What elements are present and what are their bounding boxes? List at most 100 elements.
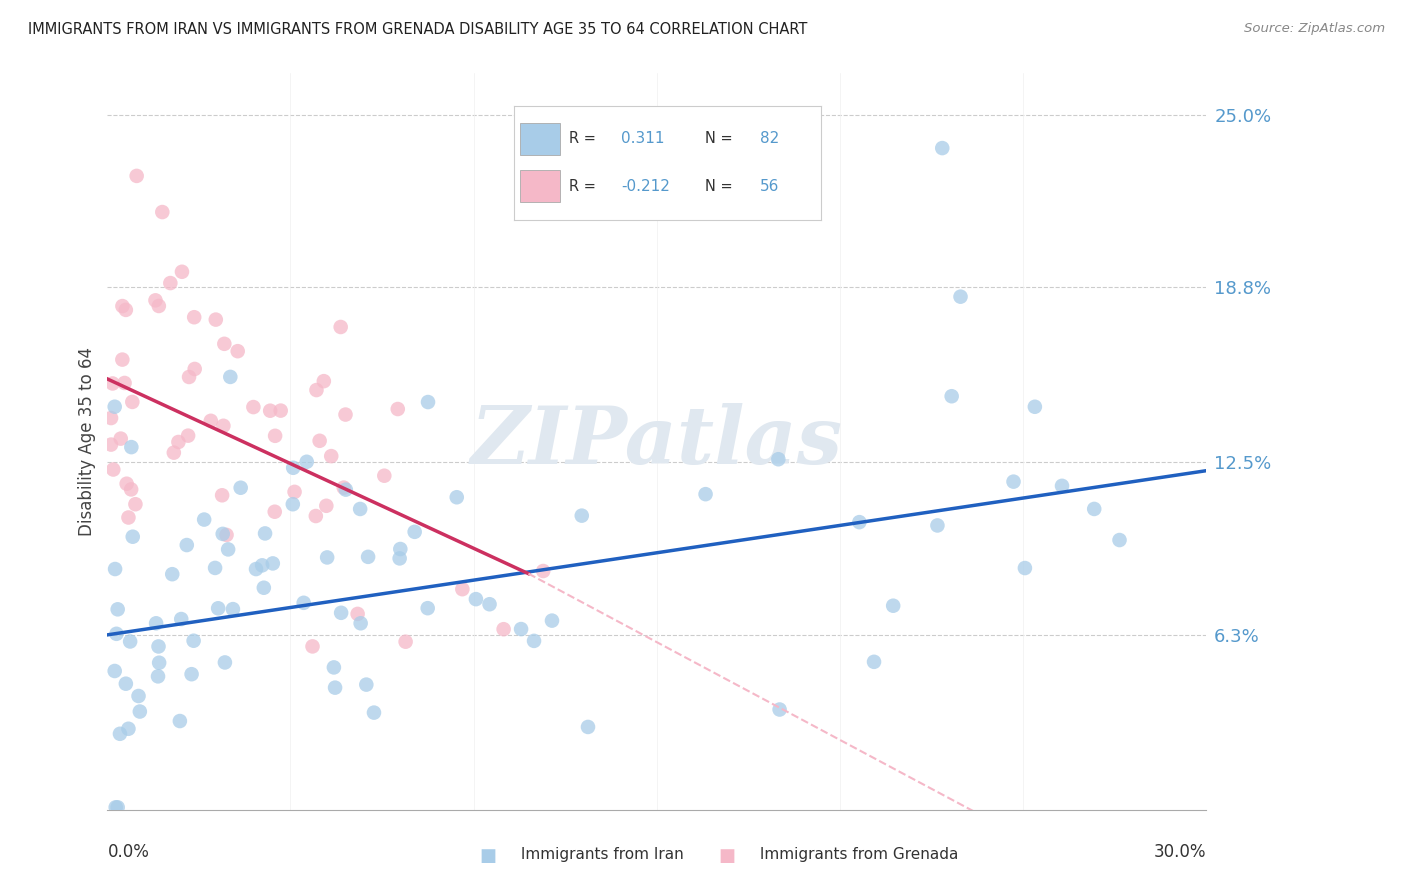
Point xyxy=(107,800,129,814)
Point xyxy=(768,452,790,467)
Point xyxy=(416,395,439,409)
Y-axis label: Disability Age 35 to 64: Disability Age 35 to 64 xyxy=(79,347,96,536)
Point xyxy=(100,411,122,425)
Point xyxy=(169,714,191,728)
Point xyxy=(882,599,904,613)
Point xyxy=(115,676,138,690)
Point xyxy=(315,499,337,513)
Point xyxy=(335,483,357,497)
Point xyxy=(146,669,169,683)
Point xyxy=(200,414,222,428)
Point xyxy=(510,622,533,636)
Text: Immigrants from Grenada: Immigrants from Grenada xyxy=(755,847,959,863)
Point xyxy=(108,727,131,741)
Point xyxy=(292,596,315,610)
Point xyxy=(1002,475,1025,489)
Point xyxy=(104,664,127,678)
Point xyxy=(110,432,132,446)
Point xyxy=(295,455,318,469)
Point xyxy=(323,681,346,695)
Point xyxy=(523,633,546,648)
Point xyxy=(927,518,949,533)
Point xyxy=(170,265,193,279)
Point xyxy=(105,627,128,641)
Point xyxy=(207,601,229,615)
Point xyxy=(695,487,717,501)
Point xyxy=(114,376,136,390)
Point xyxy=(346,607,368,621)
Point xyxy=(204,561,226,575)
Point xyxy=(115,476,138,491)
Point xyxy=(124,497,146,511)
Text: ■: ■ xyxy=(718,847,735,865)
Point xyxy=(150,205,173,219)
Point xyxy=(270,403,292,417)
Point xyxy=(571,508,593,523)
Point xyxy=(259,403,281,417)
Point xyxy=(531,564,554,578)
Point xyxy=(128,705,150,719)
Point xyxy=(104,400,127,414)
Point xyxy=(100,437,122,451)
Point xyxy=(229,481,252,495)
Point xyxy=(219,370,242,384)
Point xyxy=(281,497,304,511)
Point xyxy=(212,418,235,433)
Text: 30.0%: 30.0% xyxy=(1153,843,1206,861)
Point xyxy=(389,541,412,556)
Point xyxy=(211,488,233,502)
Point xyxy=(305,508,328,523)
Point xyxy=(329,320,352,334)
Point xyxy=(121,395,143,409)
Point xyxy=(1083,502,1105,516)
Point xyxy=(176,538,198,552)
Point xyxy=(322,660,344,674)
Point xyxy=(1014,561,1036,575)
Text: ■: ■ xyxy=(479,847,496,865)
Point xyxy=(308,434,330,448)
Point xyxy=(283,460,305,475)
Point xyxy=(284,484,307,499)
Point xyxy=(121,530,143,544)
Point xyxy=(214,336,236,351)
Point xyxy=(177,370,200,384)
Point xyxy=(183,362,205,376)
Text: IMMIGRANTS FROM IRAN VS IMMIGRANTS FROM GRENADA DISABILITY AGE 35 TO 64 CORRELAT: IMMIGRANTS FROM IRAN VS IMMIGRANTS FROM … xyxy=(28,22,807,37)
Point xyxy=(1108,533,1130,547)
Point xyxy=(848,515,870,529)
Point xyxy=(148,299,170,313)
Point xyxy=(204,312,226,326)
Point xyxy=(768,702,790,716)
Point xyxy=(301,640,323,654)
Point xyxy=(183,633,205,648)
Point xyxy=(305,383,328,397)
Point xyxy=(254,526,277,541)
Point xyxy=(541,614,564,628)
Point xyxy=(492,622,515,636)
Point xyxy=(148,640,170,654)
Point xyxy=(388,551,411,566)
Point xyxy=(404,524,426,539)
Point xyxy=(451,582,474,597)
Point xyxy=(373,468,395,483)
Point xyxy=(145,616,167,631)
Point xyxy=(145,293,167,308)
Point xyxy=(125,169,148,183)
Point xyxy=(222,602,245,616)
Point xyxy=(120,634,142,648)
Point xyxy=(335,408,357,422)
Point xyxy=(387,402,409,417)
Point xyxy=(264,429,287,443)
Point xyxy=(128,689,150,703)
Point xyxy=(167,435,190,450)
Point xyxy=(321,449,343,463)
Point xyxy=(211,527,233,541)
Point xyxy=(120,483,142,497)
Point xyxy=(111,352,134,367)
Point xyxy=(214,656,236,670)
Point xyxy=(312,374,335,388)
Text: Immigrants from Iran: Immigrants from Iran xyxy=(516,847,683,863)
Point xyxy=(104,562,127,576)
Point xyxy=(356,678,378,692)
Point xyxy=(350,616,373,631)
